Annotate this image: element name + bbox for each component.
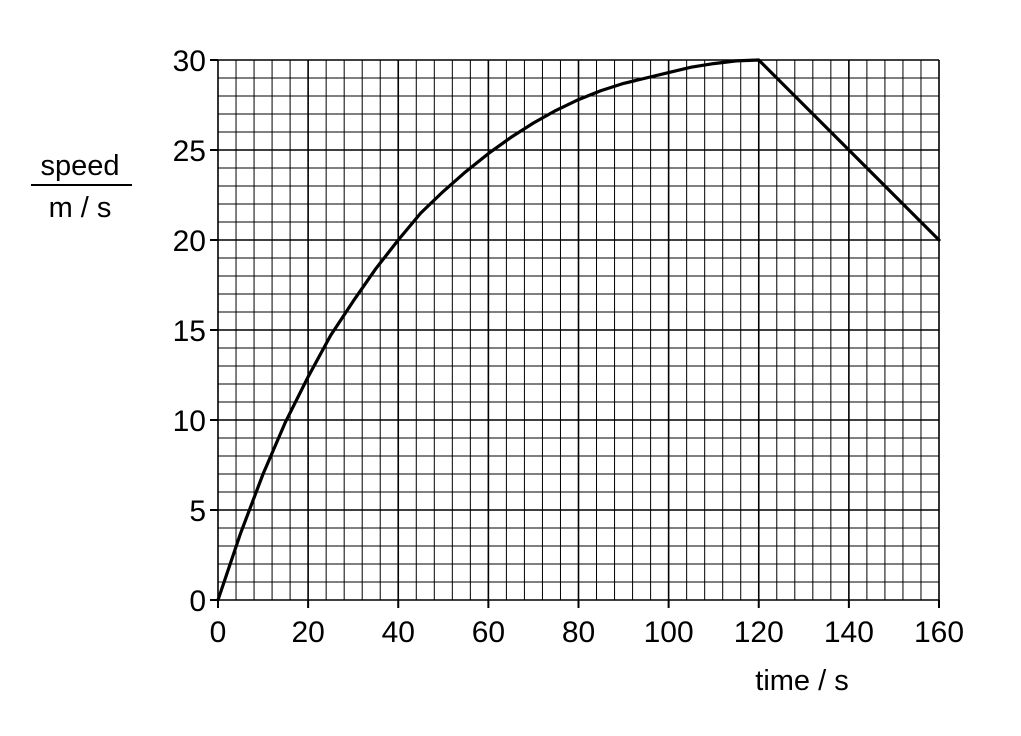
y-tick-label: 15 [173, 315, 206, 348]
y-axis-title-unit: m / s [49, 192, 112, 224]
x-tick-label: 140 [824, 616, 874, 649]
x-tick-label: 20 [291, 616, 324, 649]
tick-labels: 0 20 40 60 80 100 120 140 160 0 5 10 15 20 25 30 [173, 45, 964, 649]
x-tick-label: 100 [644, 616, 694, 649]
y-axis-title: speed m / s [31, 150, 132, 224]
x-axis-title: time / s [755, 665, 848, 697]
series-layer [216, 58, 941, 602]
x-tick-label: 160 [914, 616, 964, 649]
x-tick-label: 40 [382, 616, 415, 649]
y-tick-label: 20 [173, 225, 206, 258]
y-axis-title-quantity: speed [40, 150, 119, 182]
y-tick-label: 25 [173, 135, 206, 168]
y-tick-label: 10 [173, 405, 206, 438]
x-tick-label: 80 [562, 616, 595, 649]
y-tick-label: 5 [189, 495, 206, 528]
x-tick-label: 120 [734, 616, 784, 649]
x-tick-label: 0 [210, 616, 227, 649]
y-tick-label: 0 [189, 585, 206, 618]
grid [210, 59, 940, 608]
speed-curve [216, 58, 941, 602]
x-tick-label: 60 [472, 616, 505, 649]
y-tick-label: 30 [173, 45, 206, 78]
